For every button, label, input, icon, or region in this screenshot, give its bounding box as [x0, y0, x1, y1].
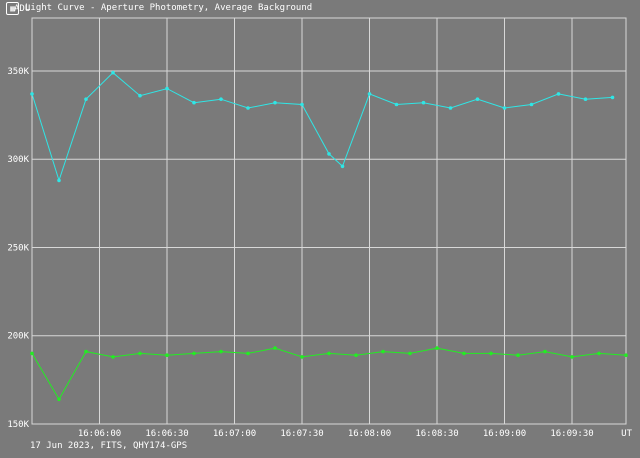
y-tick-label: 300K [7, 155, 29, 165]
data-point [354, 353, 358, 358]
data-point [30, 351, 34, 356]
data-point [138, 351, 142, 356]
data-point [610, 95, 615, 100]
data-point [84, 97, 88, 101]
data-point [597, 351, 601, 356]
data-point [516, 353, 520, 358]
y-tick-label: 350K [7, 67, 29, 77]
data-point [475, 97, 480, 101]
data-point [246, 351, 250, 356]
series-line-2 [31, 347, 627, 401]
data-point [327, 152, 331, 156]
data-point [300, 355, 304, 359]
data-point [273, 346, 277, 350]
data-point [246, 106, 250, 110]
data-point [556, 92, 561, 96]
data-point [489, 351, 493, 356]
x-tick-label: 16:09:00 [483, 429, 526, 439]
x-tick-label: 16:08:30 [415, 429, 458, 439]
data-point [219, 349, 223, 354]
data-point [273, 100, 277, 105]
data-point [529, 102, 534, 107]
data-point [570, 355, 574, 359]
x-tick-label: 16:07:00 [213, 429, 256, 439]
data-point [583, 97, 588, 101]
x-tick-label: 16:06:00 [78, 429, 121, 439]
y-tick-label: 150K [7, 420, 29, 430]
data-point [165, 353, 169, 358]
data-point [165, 86, 169, 91]
data-point [408, 351, 412, 356]
data-point [543, 349, 547, 354]
window-titlebar: ▦ Light Curve - Aperture Photometry, Ave… [0, 0, 640, 16]
footer-info: 17 Jun 2023, FITS, QHY174-GPS [30, 441, 188, 451]
data-point [340, 164, 345, 169]
data-point [394, 102, 399, 107]
data-point [327, 351, 331, 356]
data-point [111, 355, 115, 359]
y-tick-label: 200K [7, 332, 29, 342]
data-point [84, 349, 88, 354]
data-point [435, 346, 439, 350]
y-tick-label: 250K [7, 243, 29, 253]
data-point [111, 70, 115, 75]
data-point [381, 349, 385, 354]
x-tick-label: 16:08:00 [348, 429, 391, 439]
x-axis-label: UT [621, 429, 632, 439]
plot-frame [31, 17, 627, 425]
series-line-1 [31, 72, 613, 183]
x-tick-label: 16:07:30 [280, 429, 323, 439]
data-point [138, 93, 142, 98]
app-icon[interactable]: ▦ [6, 1, 19, 15]
data-point [502, 106, 507, 110]
data-point [624, 353, 628, 358]
x-tick-label: 16:09:30 [550, 429, 593, 439]
data-point [57, 397, 61, 402]
data-point [421, 100, 426, 105]
x-tick-label: 16:06:30 [145, 429, 188, 439]
data-point [57, 178, 61, 183]
data-point [192, 100, 196, 105]
data-point [367, 92, 372, 96]
y-axis-label: ADU [14, 4, 30, 14]
data-point [30, 92, 34, 96]
data-point [219, 97, 223, 101]
data-point [300, 102, 304, 107]
data-point [448, 106, 453, 110]
window-title: Light Curve - Aperture Photometry, Avera… [25, 3, 313, 13]
data-point [462, 351, 466, 356]
data-point [192, 351, 196, 356]
